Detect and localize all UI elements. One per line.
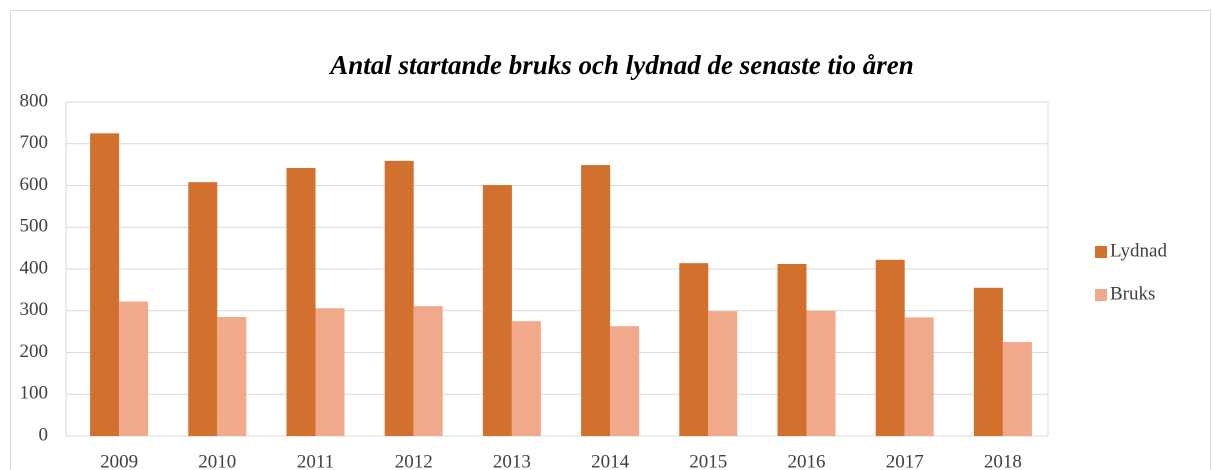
bar: [119, 301, 149, 436]
bar: [875, 259, 905, 436]
x-tick-label: 2016: [788, 451, 826, 470]
bar: [90, 133, 120, 436]
y-tick-label: 700: [20, 132, 49, 153]
bar: [511, 321, 541, 436]
x-tick-label: 2009: [100, 451, 138, 470]
x-tick-label: 2014: [591, 451, 630, 470]
x-tick-label: 2011: [297, 451, 334, 470]
chart-border: [10, 10, 1211, 470]
bar: [1002, 342, 1032, 436]
y-tick-label: 800: [20, 90, 49, 111]
legend-label: Lydnad: [1110, 240, 1167, 261]
chart-title: Antal startande bruks och lydnad de sena…: [328, 50, 914, 80]
legend-label: Bruks: [1110, 283, 1155, 304]
y-tick-label: 200: [20, 341, 49, 362]
bar: [581, 165, 611, 437]
y-tick-label: 0: [39, 424, 49, 445]
y-tick-label: 300: [20, 299, 49, 320]
bar: [904, 317, 934, 436]
x-tick-label: 2017: [886, 451, 924, 470]
y-tick-label: 400: [20, 257, 49, 278]
bar: [217, 317, 247, 436]
bar: [315, 308, 345, 436]
y-tick-label: 600: [20, 174, 49, 195]
x-tick-label: 2010: [198, 451, 236, 470]
bar: [777, 263, 807, 436]
legend-swatch: [1095, 246, 1107, 258]
bar: [188, 182, 218, 436]
bar: [708, 311, 738, 436]
bar: [679, 263, 709, 436]
x-tick-label: 2012: [395, 451, 433, 470]
y-tick-label: 500: [20, 216, 49, 237]
y-tick-label: 100: [20, 383, 49, 404]
x-tick-label: 2015: [689, 451, 727, 470]
x-tick-label: 2018: [984, 451, 1022, 470]
bar: [973, 287, 1003, 436]
legend-swatch: [1095, 289, 1107, 301]
x-tick-label: 2013: [493, 451, 531, 470]
bar: [806, 310, 836, 436]
bar: [413, 306, 443, 436]
bar: [286, 167, 316, 436]
bar: [482, 185, 512, 436]
bar: [384, 160, 414, 436]
bar: [610, 326, 640, 436]
